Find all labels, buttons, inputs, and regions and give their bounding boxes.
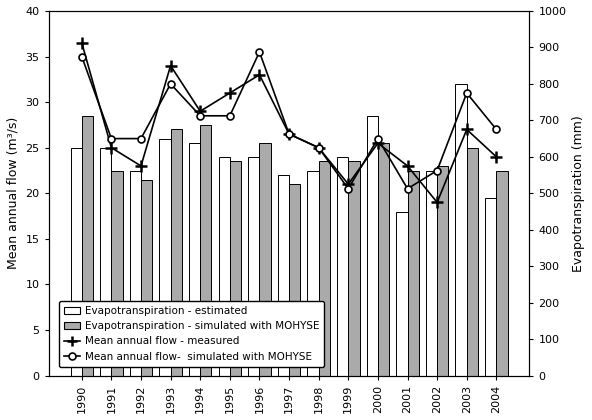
Bar	[366, 116, 378, 375]
Bar	[455, 84, 466, 375]
Bar	[141, 180, 152, 375]
Bar	[100, 148, 111, 375]
Bar	[200, 125, 211, 375]
Bar	[396, 212, 407, 375]
Legend: Evapotranspiration - estimated, Evapotranspiration - simulated with MOHYSE, Mean: Evapotranspiration - estimated, Evapotra…	[59, 301, 324, 367]
Bar	[337, 157, 348, 375]
Bar	[82, 116, 93, 375]
Bar	[189, 143, 200, 375]
Bar	[111, 171, 123, 375]
Bar	[230, 161, 241, 375]
Bar	[407, 171, 419, 375]
Bar	[378, 143, 389, 375]
Bar	[130, 171, 141, 375]
Bar	[289, 184, 300, 375]
Y-axis label: Evapotranspiration (mm): Evapotranspiration (mm)	[572, 115, 585, 272]
Bar	[307, 171, 318, 375]
Bar	[496, 171, 507, 375]
Bar	[348, 161, 359, 375]
Bar	[318, 161, 330, 375]
Bar	[437, 166, 448, 375]
Bar	[248, 157, 259, 375]
Bar	[426, 171, 437, 375]
Y-axis label: Mean annual flow (m³/s): Mean annual flow (m³/s)	[7, 117, 20, 269]
Bar	[218, 157, 230, 375]
Bar	[259, 143, 271, 375]
Bar	[278, 175, 289, 375]
Bar	[70, 148, 82, 375]
Bar	[485, 198, 496, 375]
Bar	[170, 129, 182, 375]
Bar	[159, 139, 170, 375]
Bar	[466, 148, 478, 375]
